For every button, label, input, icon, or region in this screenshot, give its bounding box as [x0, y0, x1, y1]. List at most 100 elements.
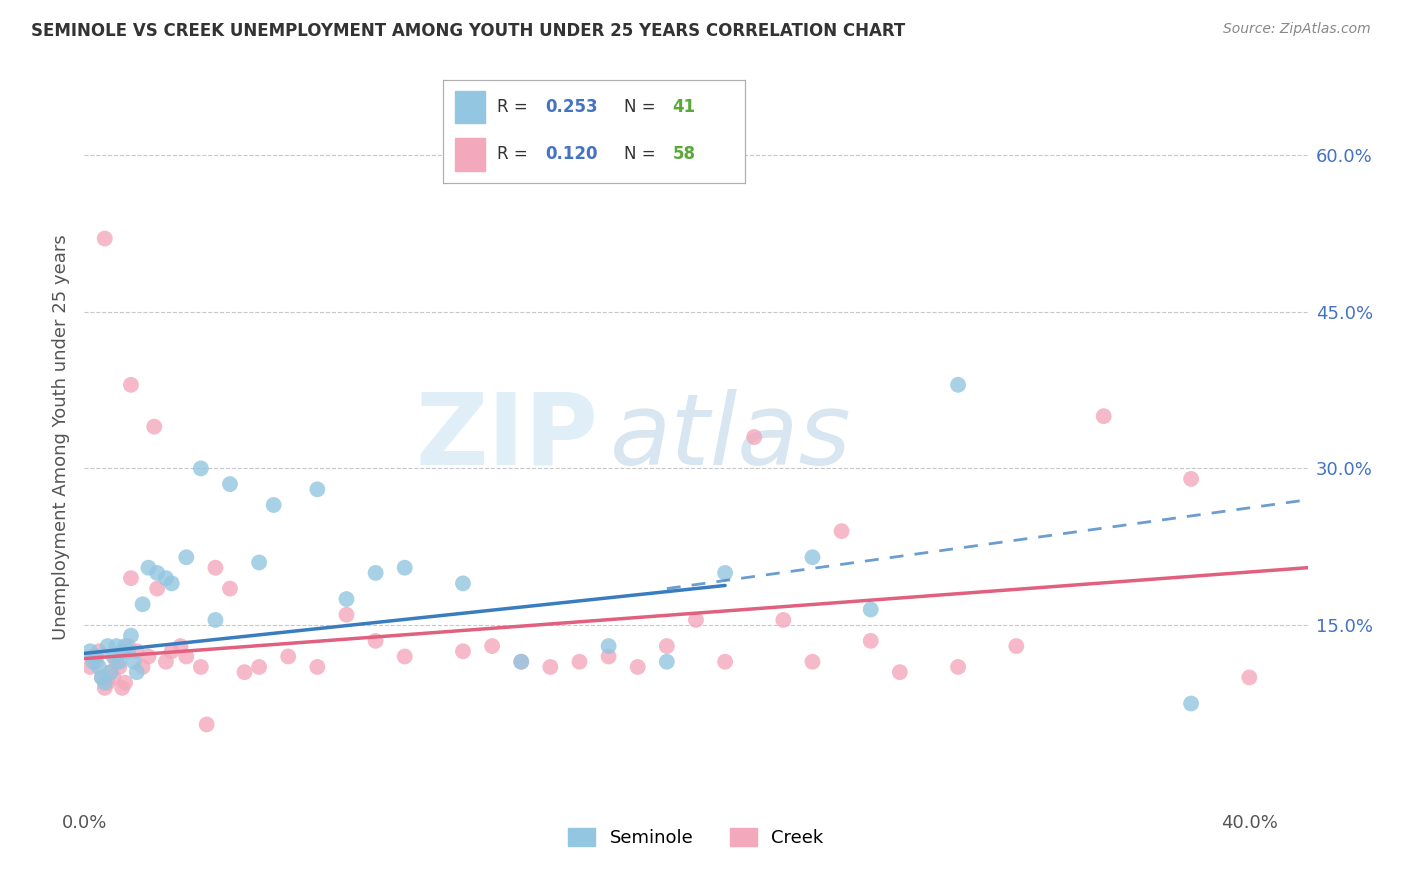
- Point: [1092, 409, 1115, 424]
- Point: [146, 582, 169, 596]
- Point: [97, 675, 120, 690]
- Text: ZIP: ZIP: [415, 389, 598, 485]
- Point: [160, 644, 183, 658]
- Point: [84, 655, 107, 669]
- Point: [82, 655, 104, 669]
- Point: [120, 571, 142, 585]
- Point: [946, 660, 969, 674]
- Point: [364, 633, 387, 648]
- Point: [143, 419, 166, 434]
- Text: R =: R =: [498, 98, 533, 116]
- Point: [155, 655, 177, 669]
- Text: 58: 58: [672, 145, 696, 163]
- Point: [538, 660, 561, 674]
- Text: Source: ZipAtlas.com: Source: ZipAtlas.com: [1223, 22, 1371, 37]
- Point: [364, 566, 387, 580]
- Point: [247, 660, 270, 674]
- Point: [93, 681, 115, 695]
- Point: [105, 639, 128, 653]
- Point: [1180, 472, 1202, 486]
- Text: SEMINOLE VS CREEK UNEMPLOYMENT AMONG YOUTH UNDER 25 YEARS CORRELATION CHART: SEMINOLE VS CREEK UNEMPLOYMENT AMONG YOU…: [31, 22, 905, 40]
- Text: 41: 41: [672, 98, 696, 116]
- Point: [859, 602, 882, 616]
- Point: [307, 660, 329, 674]
- Point: [169, 639, 191, 653]
- Point: [100, 665, 122, 680]
- Point: [263, 498, 285, 512]
- Y-axis label: Unemployment Among Youth under 25 years: Unemployment Among Youth under 25 years: [52, 235, 70, 640]
- Point: [277, 649, 299, 664]
- Point: [87, 660, 110, 674]
- Point: [510, 655, 533, 669]
- Point: [117, 644, 139, 658]
- Point: [195, 717, 218, 731]
- Point: [108, 660, 131, 674]
- Point: [307, 483, 329, 497]
- Point: [120, 629, 142, 643]
- Point: [1239, 670, 1261, 684]
- Point: [247, 556, 270, 570]
- Point: [125, 665, 148, 680]
- Point: [131, 660, 153, 674]
- Point: [714, 655, 737, 669]
- Text: 0.120: 0.120: [546, 145, 598, 163]
- Point: [103, 670, 125, 684]
- Point: [655, 639, 678, 653]
- Point: [131, 597, 153, 611]
- Text: R =: R =: [498, 145, 533, 163]
- Point: [174, 550, 197, 565]
- Point: [97, 639, 120, 653]
- Point: [125, 644, 148, 658]
- Point: [87, 644, 110, 658]
- Bar: [456, 91, 485, 123]
- Point: [772, 613, 794, 627]
- Point: [190, 461, 212, 475]
- Point: [204, 560, 226, 574]
- Point: [111, 681, 134, 695]
- Text: N =: N =: [624, 98, 661, 116]
- Point: [90, 670, 112, 684]
- Point: [1180, 697, 1202, 711]
- Point: [685, 613, 707, 627]
- Point: [946, 377, 969, 392]
- Point: [120, 377, 142, 392]
- Point: [598, 649, 620, 664]
- Point: [93, 231, 115, 245]
- Point: [174, 649, 197, 664]
- Point: [859, 633, 882, 648]
- Point: [117, 639, 139, 653]
- Point: [1005, 639, 1028, 653]
- Point: [451, 644, 474, 658]
- Point: [114, 675, 136, 690]
- Point: [889, 665, 911, 680]
- Point: [138, 649, 160, 664]
- Point: [100, 665, 122, 680]
- Point: [93, 675, 115, 690]
- Point: [219, 477, 242, 491]
- Point: [138, 560, 160, 574]
- Point: [510, 655, 533, 669]
- Point: [122, 655, 145, 669]
- Point: [655, 655, 678, 669]
- Text: 0.253: 0.253: [546, 98, 599, 116]
- Point: [394, 649, 416, 664]
- Point: [79, 660, 101, 674]
- Point: [190, 660, 212, 674]
- Point: [114, 639, 136, 653]
- Point: [111, 644, 134, 658]
- Text: atlas: atlas: [610, 389, 852, 485]
- Point: [82, 649, 104, 664]
- Text: N =: N =: [624, 145, 661, 163]
- Point: [801, 550, 824, 565]
- Point: [394, 560, 416, 574]
- Point: [335, 592, 357, 607]
- Point: [742, 430, 765, 444]
- Point: [714, 566, 737, 580]
- Point: [335, 607, 357, 622]
- Point: [90, 670, 112, 684]
- Point: [598, 639, 620, 653]
- Point: [801, 655, 824, 669]
- Legend: Seminole, Creek: Seminole, Creek: [560, 819, 832, 856]
- Point: [103, 649, 125, 664]
- Bar: [456, 137, 485, 170]
